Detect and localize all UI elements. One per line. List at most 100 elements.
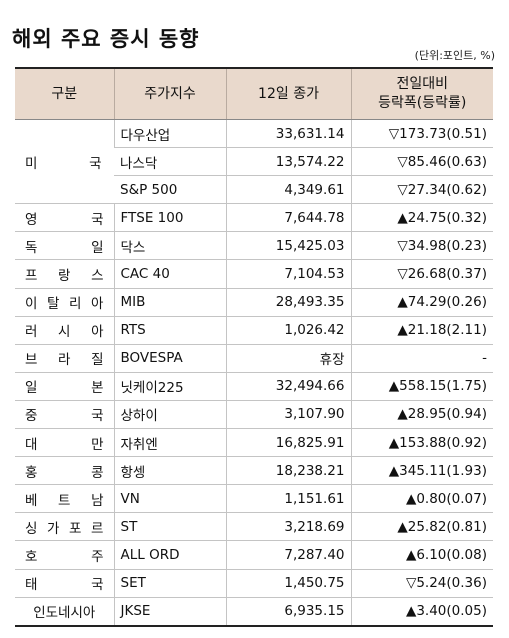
table-row: 인도네시아 JKSE 6,935.15 ▲3.40(0.05) [15,597,493,627]
close-cell: 13,574.22 [225,147,351,177]
table-row: 중 국 상하이 3,107.90 ▲28.95(0.94) [15,400,493,430]
change-cell: ▽26.68(0.37) [350,259,493,289]
close-cell: 33,631.14 [225,119,351,149]
change-cell: ▲25.82(0.81) [350,512,493,542]
change-cell: ▲74.29(0.26) [350,288,493,317]
change-cell: ▲24.75(0.32) [350,203,493,233]
change-cell: ▽27.34(0.62) [350,175,493,205]
table-row: 이 탈 리 아 MIB 28,493.35 ▲74.29(0.26) [15,288,493,317]
table-row: 프 랑 스 CAC 40 7,104.53 ▽26.68(0.37) [15,259,493,289]
table-row: 브 라 질 BOVESPA 휴장 - [15,344,493,373]
table-row: 독 일 닥스 15,425.03 ▽34.98(0.23) [15,231,493,261]
table-row: 대 만 자취엔 16,825.91 ▲153.88(0.92) [15,428,493,458]
close-cell: 4,349.61 [225,175,351,205]
close-cell: 1,450.75 [225,569,351,598]
market-index-table: 구분 주가지수 12일 종가 전일대비 등락폭(등락률) 미 국 다우산업 33,63… [15,67,493,627]
index-cell: ALL ORD [113,540,226,570]
index-cell: ST [113,512,226,542]
country-cell: 인도네시아 [15,597,114,627]
table-row: 태 국 SET 1,450.75 ▽5.24(0.36) [15,569,493,598]
change-cell: ▲6.10(0.08) [350,540,493,570]
close-cell: 3,218.69 [225,512,351,542]
close-cell: 7,104.53 [225,259,351,289]
change-cell: ▲0.80(0.07) [350,484,493,514]
close-cell: 32,494.66 [225,372,351,401]
index-cell: BOVESPA [113,344,226,373]
index-cell: 나스닥 [114,147,226,177]
index-cell: VN [113,484,226,514]
close-cell: 28,493.35 [225,288,351,317]
table-body: 미 국 다우산업 33,631.14 ▽173.73(0.51) 나스닥 13,574.22… [15,119,493,627]
unit-note: (단위:포인트, %) [414,49,495,62]
change-cell: ▲345.11(1.93) [350,456,493,486]
table-row: 일 본 닛케이225 32,494.66 ▲558.15(1.75) [15,372,493,401]
index-cell: FTSE 100 [113,203,226,233]
table-row: 홍 콩 항셍 18,238.21 ▲345.11(1.93) [15,456,493,486]
change-cell: ▲21.18(2.11) [350,316,493,345]
header-change-line2: 등락폭(등락률) [378,95,467,111]
index-cell: MIB [113,288,226,317]
change-cell: ▲28.95(0.94) [350,400,493,430]
index-cell: 닥스 [113,231,226,261]
header-index: 주가지수 [113,67,226,120]
index-cell: S&P 500 [114,175,226,205]
page-title: 해외 주요 증시 동향 [12,27,200,51]
change-cell: - [350,344,493,373]
close-cell: 18,238.21 [225,456,351,486]
close-cell: 3,107.90 [225,400,351,430]
close-cell: 15,425.03 [225,231,351,261]
change-cell: ▽173.73(0.51) [350,119,493,149]
change-cell: ▲558.15(1.75) [350,372,493,401]
country-label: 인도네시아 [33,605,96,622]
close-cell: 7,287.40 [225,540,351,570]
index-cell: CAC 40 [113,259,226,289]
table-row: 베 트 남 VN 1,151.61 ▲0.80(0.07) [15,484,493,514]
table-row: 미 국 다우산업 33,631.14 ▽173.73(0.51) [15,119,493,205]
header-change-line1: 전일대비 [396,76,449,92]
index-cell: 자취엔 [113,428,226,458]
index-cell: JKSE [113,597,226,627]
change-cell: ▽5.24(0.36) [350,569,493,598]
index-cell: SET [113,569,226,598]
index-cell: 닛케이225 [113,372,226,401]
close-cell: 6,935.15 [225,597,351,627]
change-cell: ▽34.98(0.23) [350,231,493,261]
change-cell: ▽85.46(0.63) [350,147,493,177]
header-change: 전일대비 등락폭(등락률) [350,67,493,120]
table-row: 러 시 아 RTS 1,026.42 ▲21.18(2.11) [15,316,493,345]
close-cell: 1,026.42 [225,316,351,345]
index-cell: RTS [113,316,226,345]
table-row: 나스닥 13,574.22 ▽85.46(0.63) [15,147,493,177]
index-cell: 상하이 [113,400,226,430]
index-cell: 다우산업 [113,119,226,149]
table-row: 호 주 ALL ORD 7,287.40 ▲6.10(0.08) [15,540,493,570]
close-cell: 1,151.61 [225,484,351,514]
header-category: 구분 [15,67,114,120]
table-row: 싱 가 포 르 ST 3,218.69 ▲25.82(0.81) [15,512,493,542]
index-cell: 항셍 [113,456,226,486]
